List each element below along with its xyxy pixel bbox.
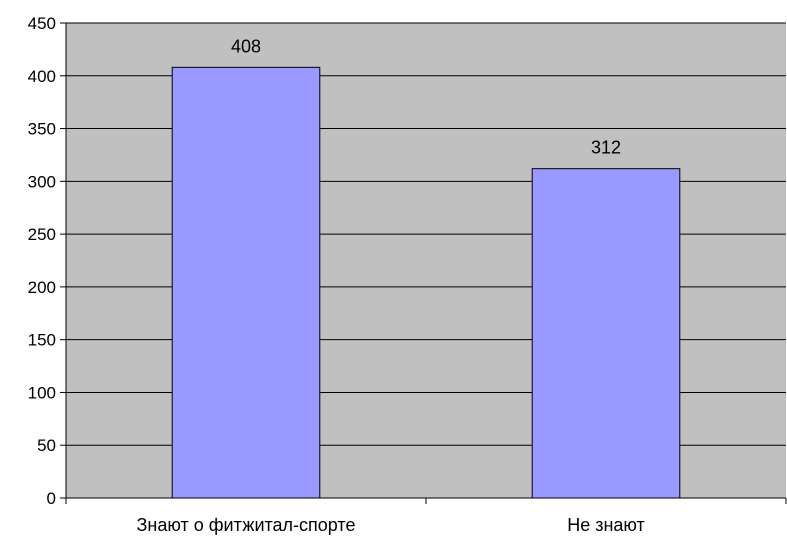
- y-tick-label: 350: [28, 120, 56, 139]
- bars: [171, 66, 681, 499]
- bar: [171, 66, 321, 499]
- y-tick-label: 150: [28, 331, 56, 350]
- bar: [531, 168, 681, 499]
- y-tick-label: 300: [28, 172, 56, 191]
- y-tick-label: 450: [28, 14, 56, 33]
- data-label: 408: [231, 36, 261, 56]
- x-category-label: Знают о фитжитал-спорте: [137, 515, 356, 535]
- labels: 0 50 100 150 200 250 300 350 400 450 408 Знают о фи…: [28, 14, 645, 535]
- data-label: 312: [591, 138, 621, 158]
- y-tick-label: 400: [28, 67, 56, 86]
- y-tick-label: 0: [47, 489, 56, 508]
- y-tick-label: 200: [28, 278, 56, 297]
- y-tick-label: 250: [28, 225, 56, 244]
- axes: [60, 22, 787, 504]
- x-category-label: Не знают: [567, 515, 645, 535]
- y-tick-label: 50: [37, 436, 56, 455]
- y-tick-label: 100: [28, 383, 56, 402]
